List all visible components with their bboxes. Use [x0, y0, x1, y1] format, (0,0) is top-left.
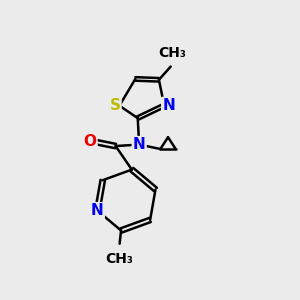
- Text: N: N: [162, 98, 175, 113]
- Text: O: O: [83, 134, 97, 149]
- Text: N: N: [133, 137, 146, 152]
- Text: N: N: [91, 203, 104, 218]
- Text: CH₃: CH₃: [158, 46, 186, 60]
- Text: S: S: [110, 98, 121, 113]
- Text: CH₃: CH₃: [106, 252, 134, 266]
